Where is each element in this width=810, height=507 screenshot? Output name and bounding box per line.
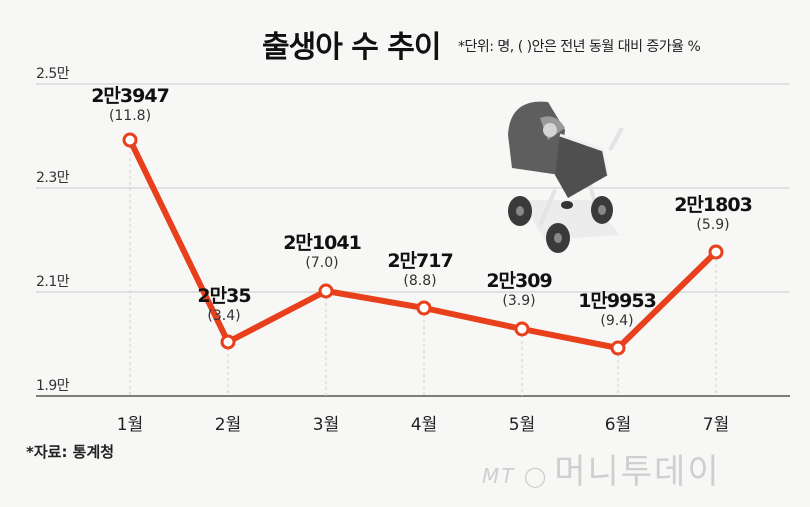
yoy-label: (9.4) (600, 312, 634, 329)
y-tick-1-9: 1.9만 (36, 378, 70, 394)
data-label-mar: 2만1041 (7.0) (283, 232, 362, 271)
marker-jul (708, 244, 724, 260)
value-label: 2만309 (486, 270, 552, 292)
stroller-illustration (508, 101, 624, 253)
yoy-label: (11.8) (108, 107, 152, 124)
yoy-label: (7.0) (305, 254, 339, 271)
y-tick-2-5: 2.5만 (36, 66, 70, 82)
marker-apr (416, 300, 432, 316)
data-markers (122, 132, 724, 356)
source-note: *자료: 통계청 (26, 443, 115, 461)
marker-feb (220, 334, 236, 350)
data-label-jun: 1만9953 (9.4) (578, 290, 657, 329)
value-label: 1만9953 (578, 290, 657, 312)
y-tick-2-3: 2.3만 (36, 170, 70, 186)
data-label-feb: 2만35 (3.4) (197, 285, 251, 324)
x-tick-jun: 6월 (604, 415, 632, 435)
watermark-logo-icon: MT ◯ (482, 464, 549, 488)
watermark-text: 머니투데이 (554, 452, 721, 492)
x-tick-jan: 1월 (116, 415, 144, 435)
marker-mar (318, 283, 334, 299)
yoy-label: (3.9) (502, 292, 536, 309)
value-label: 2만717 (387, 250, 453, 272)
yoy-label: (3.4) (207, 307, 241, 324)
data-label-jul: 2만1803 (5.9) (674, 194, 753, 233)
marker-jan (122, 132, 138, 148)
x-tick-apr: 4월 (410, 415, 438, 435)
value-label: 2만1041 (283, 232, 362, 254)
data-label-jan: 2만3947 (11.8) (91, 85, 170, 124)
value-label: 2만3947 (91, 85, 170, 107)
value-label: 2만1803 (674, 194, 753, 216)
x-tick-mar: 3월 (312, 415, 340, 435)
x-guides (129, 140, 717, 396)
x-tick-jul: 7월 (702, 415, 730, 435)
marker-may (514, 321, 530, 337)
marker-jun (610, 340, 626, 356)
value-label: 2만35 (197, 285, 251, 307)
unit-note: *단위: 명, ( )안은 전년 동월 대비 증가율 % (458, 39, 701, 55)
x-tick-may: 5월 (508, 415, 536, 435)
yoy-label: (5.9) (696, 216, 730, 233)
y-tick-2-1: 2.1만 (36, 274, 70, 290)
x-tick-feb: 2월 (214, 415, 242, 435)
watermark: MT ◯ 머니투데이 (482, 444, 721, 493)
chart-title: 출생아 수 추이 (262, 30, 441, 65)
gridlines (36, 83, 790, 397)
data-label-apr: 2만717 (8.8) (387, 250, 453, 289)
yoy-label: (8.8) (403, 272, 437, 289)
data-label-may: 2만309 (3.9) (486, 270, 552, 309)
